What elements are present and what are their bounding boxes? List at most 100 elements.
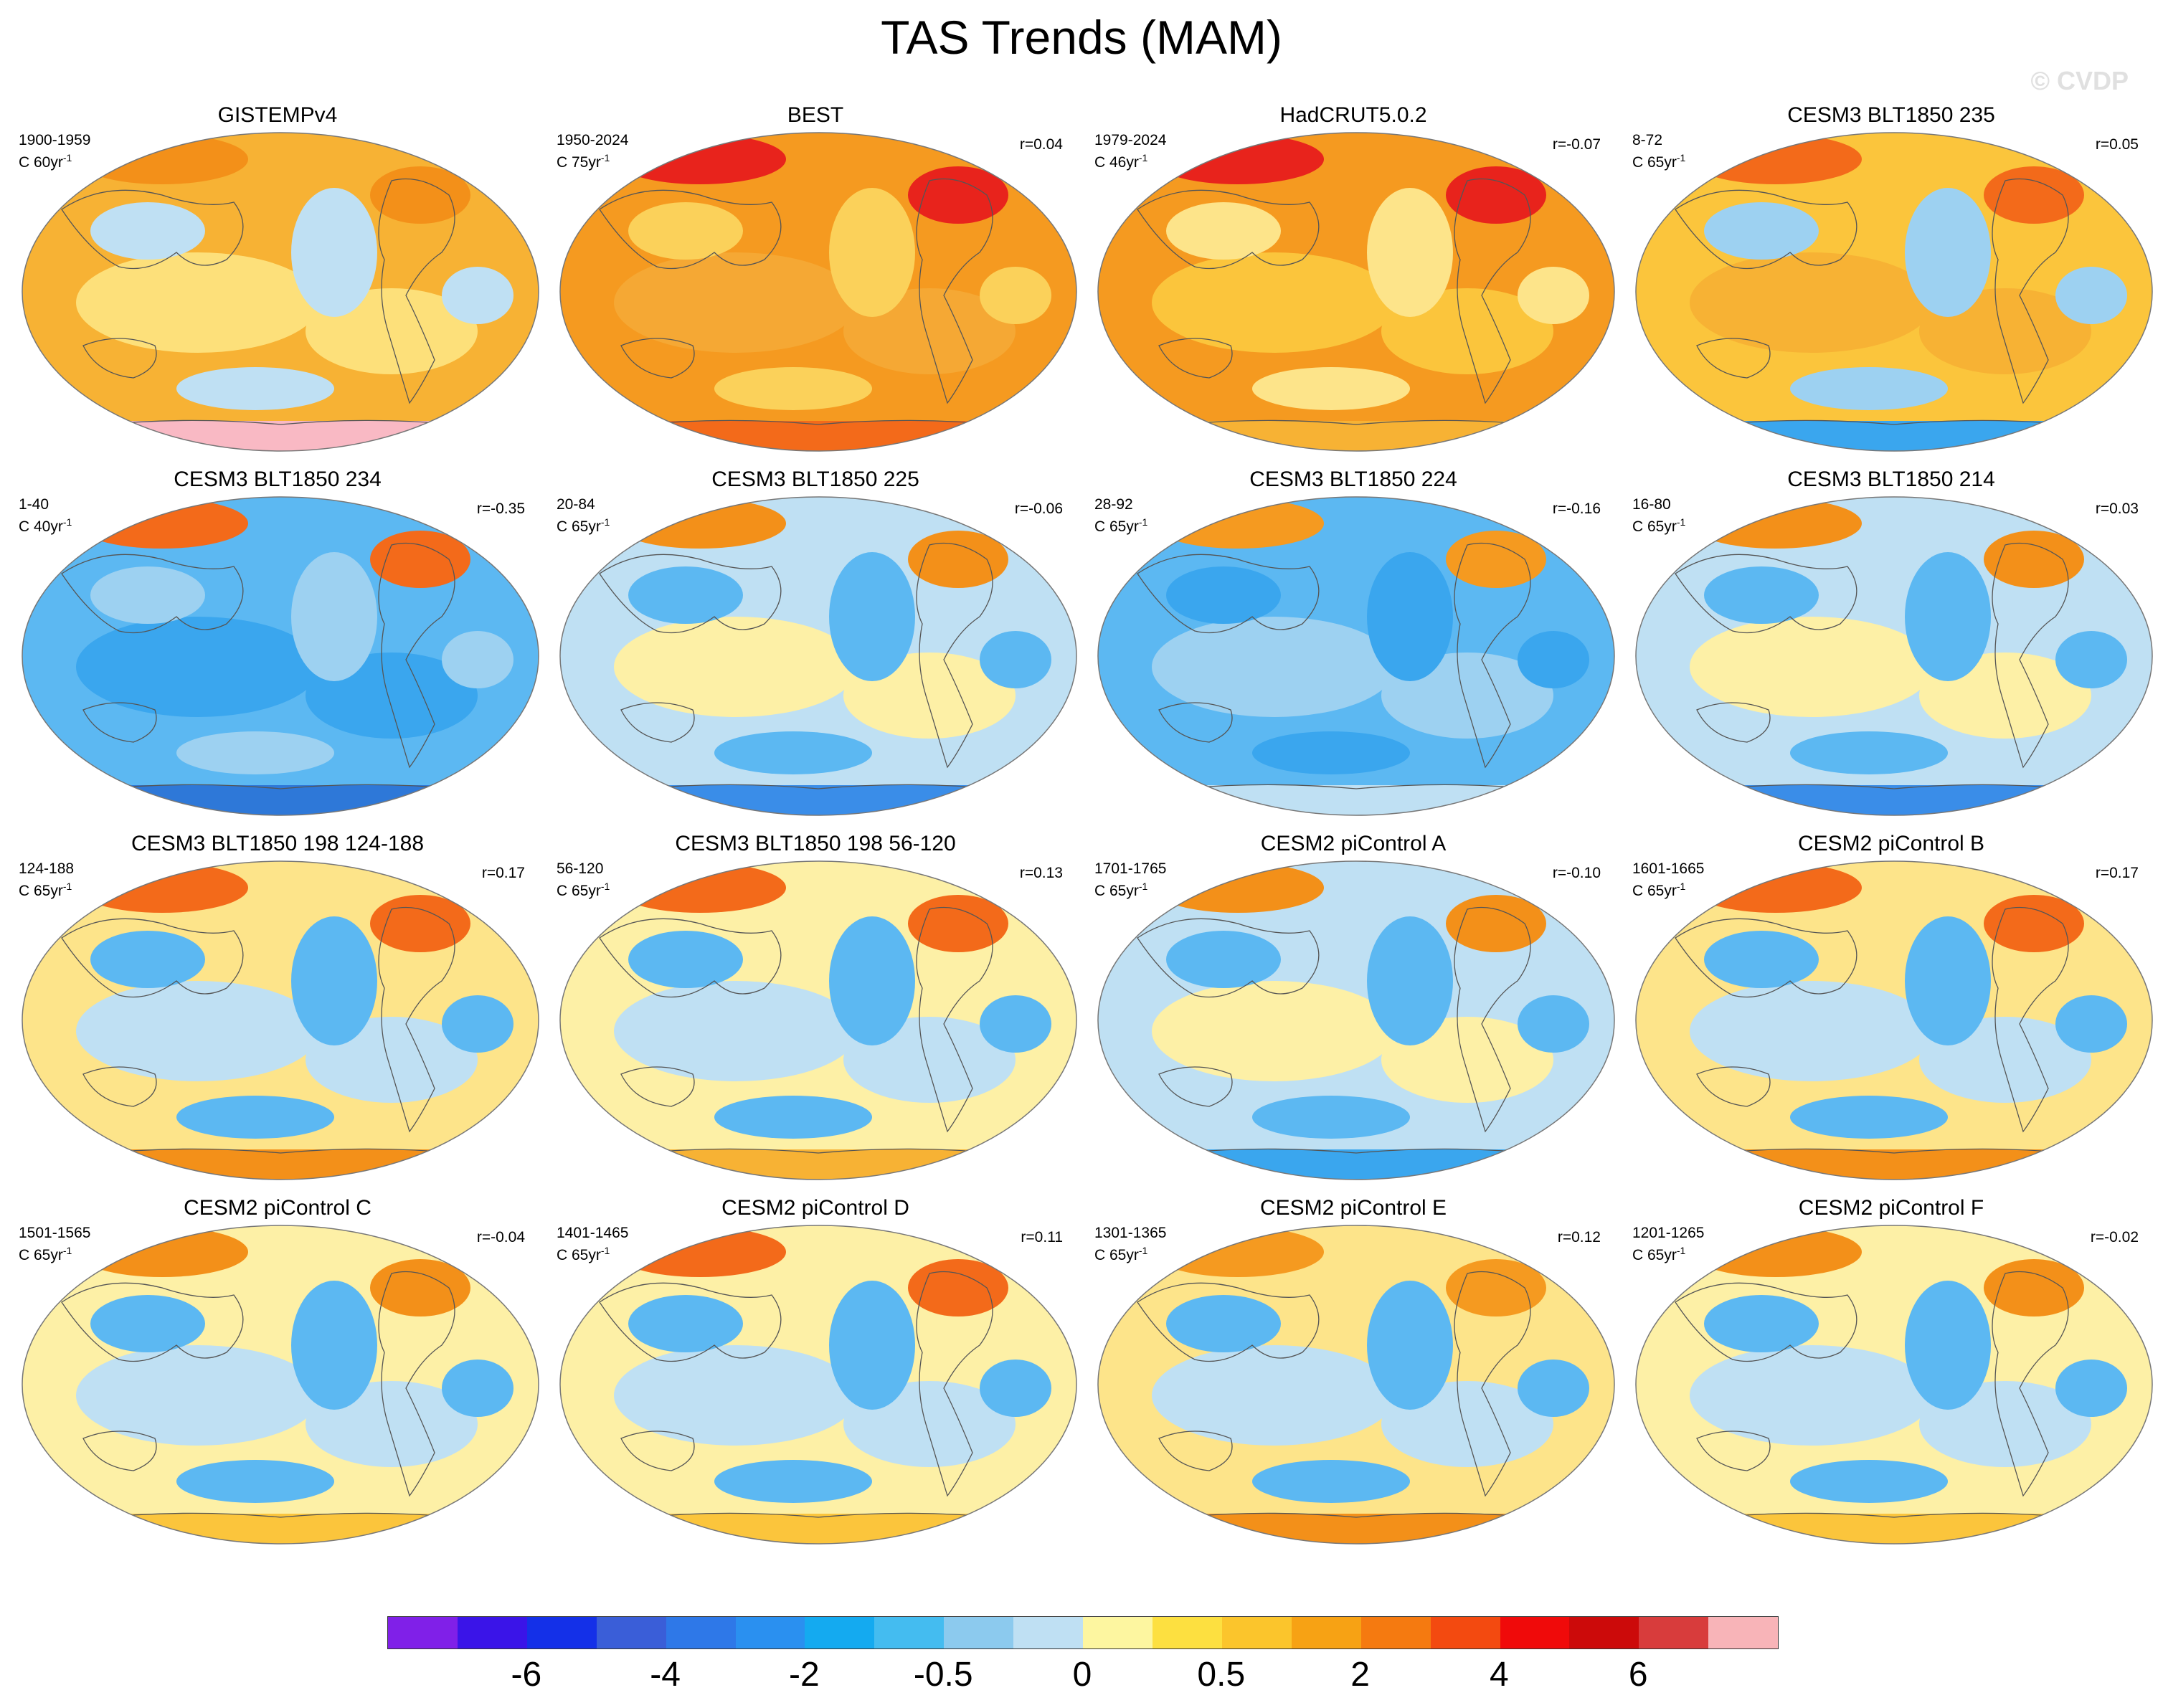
panel-title: CESM2 piControl D <box>721 1196 909 1220</box>
panel-correlation: r=-0.35 <box>476 500 525 517</box>
panel-years: 8-72 <box>1632 132 1663 148</box>
panel-correlation: r=0.03 <box>2095 500 2139 517</box>
panel-period: 1501-1565 C 65yr-1 <box>19 1225 90 1264</box>
panel-years: 124-188 <box>19 860 75 877</box>
panel-correlation: r=-0.06 <box>1014 500 1063 517</box>
colorbar-tick-label: 0.5 <box>1197 1656 1246 1694</box>
panel-title: CESM3 BLT1850 235 <box>1787 103 1995 127</box>
map-panel: BEST 1950-2024 C 75yr-1 r=0.04 <box>546 103 1084 462</box>
panel-period: 20-84 C 65yr-1 <box>557 496 610 536</box>
panel-units: C 65yr-1 <box>19 881 72 899</box>
panel-period: 1950-2024 C 75yr-1 <box>557 132 628 171</box>
panel-years: 1900-1959 <box>19 132 91 148</box>
panel-correlation: r=-0.07 <box>1552 136 1601 153</box>
panel-correlation: r=-0.16 <box>1552 500 1601 517</box>
panel-years: 1-40 <box>19 496 49 513</box>
panel-period: 56-120 C 65yr-1 <box>557 860 610 900</box>
map-panel: CESM3 BLT1850 225 20-84 C 65yr-1 r=-0.06 <box>546 468 1084 826</box>
map-panel: CESM3 BLT1850 198 56-120 56-120 C 65yr-1 r=… <box>546 832 1084 1190</box>
map-globe <box>1097 860 1615 1180</box>
panel-title: CESM3 BLT1850 225 <box>711 468 919 491</box>
panel-correlation: r=0.04 <box>1019 136 1063 153</box>
colorbar-ticks: -6 -4 -2 -0.5 0 0.5 2 4 6 <box>387 1648 1777 1694</box>
panel-period: 1-40 C 40yr-1 <box>19 496 72 536</box>
panel-period: 1701-1765 C 65yr-1 <box>1094 860 1166 900</box>
panel-title: CESM3 BLT1850 234 <box>174 468 382 491</box>
panel-correlation: r=0.17 <box>2095 865 2139 881</box>
map-panel: CESM2 piControl F 1201-1265 C 65yr-1 r=-0.0… <box>1622 1196 2160 1555</box>
map-panel: CESM3 BLT1850 224 28-92 C 65yr-1 r=-0.16 <box>1084 468 1622 826</box>
map-globe <box>22 496 539 816</box>
panel-units: C 60yr-1 <box>19 152 72 171</box>
panel-units: C 65yr-1 <box>1094 1245 1148 1263</box>
colorbar-tick-label: -4 <box>650 1656 681 1694</box>
colorbar-swatch <box>944 1617 1014 1648</box>
figure-title: TAS Trends (MAM) <box>881 11 1282 64</box>
map-globe <box>1635 132 2153 452</box>
map-panel: HadCRUT5.0.2 1979-2024 C 46yr-1 r=-0.07 <box>1084 103 1622 462</box>
colorbar-tick-label: 2 <box>1350 1656 1370 1694</box>
map-panel: CESM2 piControl B 1601-1665 C 65yr-1 r=0.17 <box>1622 832 2160 1190</box>
panel-title: GISTEMPv4 <box>217 103 338 127</box>
panel-units: C 65yr-1 <box>19 1245 72 1263</box>
colorbar-swatch <box>1430 1617 1500 1648</box>
panel-years: 16-80 <box>1632 496 1671 513</box>
panel-years: 28-92 <box>1094 496 1133 513</box>
panel-units: C 75yr-1 <box>557 152 610 171</box>
panel-units: C 65yr-1 <box>557 1245 610 1263</box>
panel-period: 1201-1265 C 65yr-1 <box>1632 1225 1704 1264</box>
panel-years: 1979-2024 <box>1094 132 1167 148</box>
map-panel: CESM3 BLT1850 214 16-80 C 65yr-1 r=0.03 <box>1622 468 2160 826</box>
panel-years: 1501-1565 <box>19 1225 91 1241</box>
map-panel: CESM3 BLT1850 235 8-72 C 65yr-1 r=0.05 <box>1622 103 2160 462</box>
colorbar-swatch <box>1221 1617 1292 1648</box>
map-globe <box>22 860 539 1180</box>
map-globe <box>1635 1225 2153 1545</box>
map-panel: CESM3 BLT1850 234 1-40 C 40yr-1 r=-0.35 <box>9 468 546 826</box>
colorbar-swatch <box>1708 1617 1779 1648</box>
panel-correlation: r=0.05 <box>2095 136 2139 153</box>
colorbar-swatch <box>666 1617 736 1648</box>
panel-years: 20-84 <box>557 496 595 513</box>
map-globe <box>22 132 539 452</box>
colorbar-swatch <box>1291 1617 1361 1648</box>
panel-years: 1401-1465 <box>557 1225 629 1241</box>
colorbar-swatch <box>457 1617 527 1648</box>
colorbar-tick-label: -0.5 <box>913 1656 973 1694</box>
colorbar-swatch <box>1639 1617 1709 1648</box>
panel-units: C 65yr-1 <box>1632 1245 1686 1263</box>
map-globe <box>1097 1225 1615 1545</box>
panel-title: CESM3 BLT1850 198 56-120 <box>675 832 956 855</box>
colorbar-swatch <box>805 1617 875 1648</box>
map-globe <box>559 1225 1077 1545</box>
panel-title: CESM2 piControl E <box>1259 1196 1447 1220</box>
panel-years: 56-120 <box>557 860 604 877</box>
watermark: © CVDP <box>2030 66 2129 95</box>
colorbar-swatch <box>526 1617 597 1648</box>
colorbar-swatch <box>735 1617 805 1648</box>
panel-period: 28-92 C 65yr-1 <box>1094 496 1147 536</box>
colorbar-swatch <box>388 1617 458 1648</box>
map-globe <box>1635 860 2153 1180</box>
panel-title: CESM2 piControl F <box>1798 1196 1984 1220</box>
panel-correlation: r=0.13 <box>1019 865 1063 881</box>
map-globe <box>22 1225 539 1545</box>
colorbar-swatch <box>1569 1617 1639 1648</box>
panel-period: 124-188 C 65yr-1 <box>19 860 74 900</box>
panel-title: CESM2 piControl B <box>1797 832 1985 855</box>
map-panel: GISTEMPv4 1900-1959 C 60yr-1 <box>9 103 546 462</box>
map-panel: CESM2 piControl E 1301-1365 C 65yr-1 r=0.12 <box>1084 1196 1622 1555</box>
panel-correlation: r=0.12 <box>1557 1229 1601 1246</box>
panel-correlation: r=0.11 <box>1021 1229 1063 1246</box>
map-globe <box>559 496 1077 816</box>
colorbar-swatch <box>1083 1617 1153 1648</box>
panel-units: C 65yr-1 <box>557 516 610 535</box>
panel-years: 1601-1665 <box>1632 860 1705 877</box>
panel-correlation: r=-0.02 <box>2090 1229 2139 1246</box>
panel-correlation: r=-0.04 <box>476 1229 525 1246</box>
colorbar-swatch <box>596 1617 666 1648</box>
map-globe <box>1097 132 1615 452</box>
panel-title: CESM3 BLT1850 214 <box>1787 468 1995 491</box>
colorbar-tick-label: 4 <box>1490 1656 1509 1694</box>
panel-units: C 65yr-1 <box>1094 881 1148 899</box>
